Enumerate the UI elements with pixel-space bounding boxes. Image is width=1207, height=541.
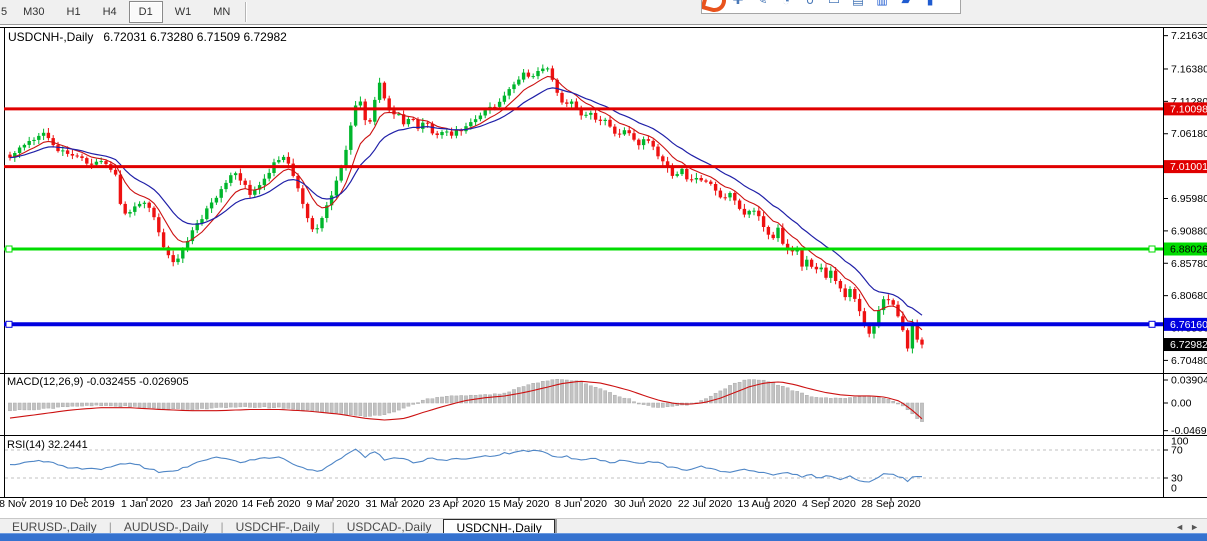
- macd-tick-label: 0.039044: [1171, 375, 1207, 387]
- chart-window: 7.21630 7.16380 7.11280 7.06180 6.95980 6.908…: [0, 25, 1207, 518]
- magnet-icon[interactable]: ∪: [798, 0, 822, 13]
- tab-separator: |: [108, 519, 112, 534]
- chart-tab-usdchf[interactable]: USDCHF-,Daily: [235, 520, 320, 534]
- chart-tab-audusd[interactable]: AUDUSD-,Daily: [123, 520, 209, 534]
- rsi-tick-label: 70: [1171, 445, 1183, 457]
- date-tick-label: 10 Dec 2019: [55, 498, 115, 510]
- price-badge-label: 6.88026: [1170, 244, 1207, 256]
- date-tick-label: 14 Feb 2020: [242, 498, 301, 510]
- price-badge-7.01001: [1164, 160, 1207, 174]
- price-tick-label: 6.80680: [1171, 290, 1207, 302]
- price-tick-label: 7.16380: [1171, 63, 1207, 75]
- chart-background: [0, 25, 1207, 518]
- ma-slow-line: [9, 87, 923, 316]
- timeframe-button-h4[interactable]: H4: [102, 6, 117, 18]
- date-tick-label: 9 Mar 2020: [306, 498, 359, 510]
- rsi-line: [9, 448, 923, 483]
- timeframe-button-mn[interactable]: MN: [213, 6, 231, 18]
- hline-handle[interactable]: [5, 320, 13, 328]
- hline-handle[interactable]: [1148, 320, 1156, 328]
- price-badge-6.72982: [1164, 338, 1207, 352]
- price-badge-label: 7.10098: [1170, 103, 1207, 115]
- candlestick-series: [8, 64, 924, 354]
- chart-canvas: 7.216307.163807.112807.061806.959806.908…: [0, 25, 1207, 518]
- timeframe-button-5[interactable]: 5: [1, 6, 8, 18]
- chart-tab-eurusd[interactable]: EURUSD-,Daily: [12, 520, 97, 534]
- macd-tick-label: -0.046955: [1171, 425, 1207, 437]
- price-badge-label: 6.72982: [1170, 339, 1207, 351]
- price-tick-label: 6.90880: [1171, 225, 1207, 237]
- timeframe-button-d1[interactable]: D1: [128, 1, 163, 23]
- bottom-status-strip: [0, 533, 1207, 541]
- price-badge-label: 7.01001: [1170, 161, 1207, 173]
- tab-separator: |: [220, 519, 224, 534]
- mql5-logo-icon[interactable]: [702, 0, 729, 13]
- price-badge-label: 6.76160: [1170, 319, 1207, 331]
- hline-handle[interactable]: [1148, 245, 1156, 253]
- chart-tab-bar: EURUSD-,Daily | AUDUSD-,Daily | USDCHF-,Dail…: [0, 518, 1207, 535]
- price-tick-label: 7.06180: [1171, 128, 1207, 140]
- date-tick-label: 18 Nov 2019: [0, 498, 53, 510]
- timeframe-buttons: 5 M30 H1 H4 D1 W1 MN: [0, 0, 251, 24]
- tab-separator: |: [331, 519, 335, 534]
- price-tick-label: 6.85780: [1171, 258, 1207, 270]
- macd-title: MACD(12,26,9) -0.032455 -0.026905: [7, 376, 189, 388]
- date-tick-label: 22 Jul 2020: [678, 498, 732, 510]
- rsi-tick-label: 0: [1171, 483, 1177, 495]
- date-tick-label: 23 Jan 2020: [180, 498, 238, 510]
- window-icon[interactable]: ▭: [822, 0, 846, 13]
- price-tick-label: 6.95980: [1171, 193, 1207, 205]
- date-tick-label: 8 Jun 2020: [555, 498, 607, 510]
- date-tick-label: 15 May 2020: [489, 498, 550, 510]
- tab-scroll-left-icon[interactable]: ◄: [1175, 521, 1185, 532]
- date-tick-label: 28 Sep 2020: [861, 498, 921, 510]
- hline-handle[interactable]: [5, 245, 13, 253]
- price-tick-label: 6.70480: [1171, 355, 1207, 367]
- chart-title: USDCNH-,Daily 6.72031 6.73280 6.71509 6.7…: [8, 30, 287, 44]
- indicator-list-icon[interactable]: ▥: [876, 0, 888, 7]
- crosshair-icon[interactable]: ✚: [726, 0, 750, 13]
- mql5-logo-shape: [702, 0, 729, 13]
- pencil-icon[interactable]: ✎: [750, 0, 774, 13]
- rsi-tick-label: 100: [1171, 436, 1189, 448]
- symbol-period-label: USDCNH-,Daily: [8, 30, 94, 44]
- toolbar-icons: ✚✎ ◔ ∪▭▤ ▥ ▰ ▮: [701, 0, 961, 14]
- rsi-title: RSI(14) 32.2441: [7, 439, 88, 451]
- date-tick-label: 4 Sep 2020: [802, 498, 856, 510]
- tab-scroll-right-icon[interactable]: ►: [1190, 521, 1199, 532]
- date-tick-label: 13 Aug 2020: [738, 498, 797, 510]
- timeframe-button-w1[interactable]: W1: [174, 6, 192, 18]
- tile-windows-icon[interactable]: ▤: [846, 0, 870, 13]
- rsi-tick-label: 30: [1171, 473, 1183, 485]
- ohlc-values: 6.72031 6.73280 6.71509 6.72982: [103, 30, 287, 44]
- price-tick-label: 7.21630: [1171, 30, 1207, 42]
- timeframe-button-m30[interactable]: M30: [23, 6, 45, 18]
- toolbar-separator: [245, 2, 248, 22]
- price-badge-6.88026: [1164, 242, 1207, 256]
- timeframe-button-h1[interactable]: H1: [66, 6, 81, 18]
- date-tick-label: 1 Jan 2020: [121, 498, 173, 510]
- price-badge-7.10098: [1164, 102, 1207, 116]
- chart-bars-icon[interactable]: ▮: [926, 0, 934, 7]
- macd-signal-line: [9, 380, 923, 421]
- toolbar: 5 M30 H1 H4 D1 W1 MN ✚✎ ◔ ∪▭▤ ▥ ▰ ▮: [0, 0, 1207, 25]
- date-tick-label: 31 Mar 2020: [366, 498, 425, 510]
- macd-histogram: [8, 379, 924, 422]
- price-badge-6.76160: [1164, 317, 1207, 331]
- chart-tab-usdcnh[interactable]: USDCNH-,Daily: [443, 519, 555, 535]
- date-tick-label: 30 Jun 2020: [614, 498, 672, 510]
- blue-tile-icon[interactable]: ▰: [901, 0, 911, 7]
- macd-tick-label: 0.00: [1171, 398, 1192, 410]
- clock-icon[interactable]: ◔: [782, 0, 790, 8]
- chart-tab-usdcad[interactable]: USDCAD-,Daily: [346, 520, 432, 534]
- date-tick-label: 23 Apr 2020: [429, 498, 486, 510]
- tab-scroll-nav: ◄ ►: [1175, 519, 1207, 534]
